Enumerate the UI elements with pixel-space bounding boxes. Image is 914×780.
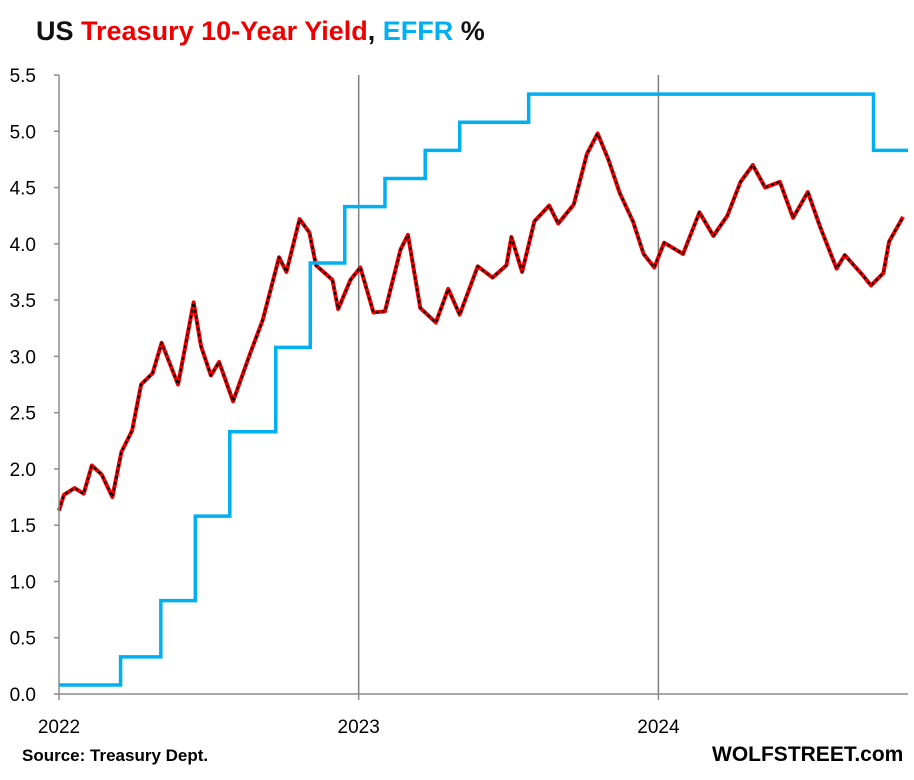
x-tick-label: 2023: [338, 717, 380, 738]
y-tick-label: 5.5: [10, 66, 36, 87]
effr-step-line: [59, 92, 908, 687]
y-tick-label: 0.0: [10, 685, 36, 706]
y-tick-label: 2.0: [10, 460, 36, 481]
chart-title: US Treasury 10-Year Yield, EFFR %: [36, 16, 485, 47]
treasury-10y-dash-overlay: [58, 132, 904, 511]
y-tick-label: 4.5: [10, 179, 36, 200]
y-tick-label: 3.5: [10, 291, 36, 312]
y-tick-label: 5.0: [10, 122, 36, 143]
title-part-treasury: Treasury 10-Year Yield: [81, 16, 368, 46]
watermark: WOLFSTREET.com: [712, 743, 904, 766]
source-note: Source: Treasury Dept.: [22, 746, 209, 765]
y-tick-label: 1.0: [10, 572, 36, 593]
y-tick-label: 0.5: [10, 629, 36, 650]
y-tick-label: 4.0: [10, 235, 36, 256]
grid-layer: [357, 75, 660, 694]
axis-layer: 0.0 0.5 1.0 1.5 2.0 2.5 3.0 3.5 4.0 4.5 5.0 5.5 2022…: [10, 66, 908, 738]
y-tick-label: 2.5: [10, 404, 36, 425]
title-part-us: US: [36, 16, 82, 46]
y-tick-label: 1.5: [10, 516, 36, 537]
title-part-comma: ,: [367, 16, 383, 46]
treasury-10y-line: [57, 131, 905, 512]
title-part-effr: EFFR: [382, 16, 454, 46]
x-tick-label: 2022: [38, 717, 80, 738]
x-tick-label: 2024: [637, 717, 680, 738]
y-tick-label: 3.0: [10, 347, 36, 368]
title-part-percent: %: [453, 16, 485, 46]
series-layer: [57, 92, 909, 687]
